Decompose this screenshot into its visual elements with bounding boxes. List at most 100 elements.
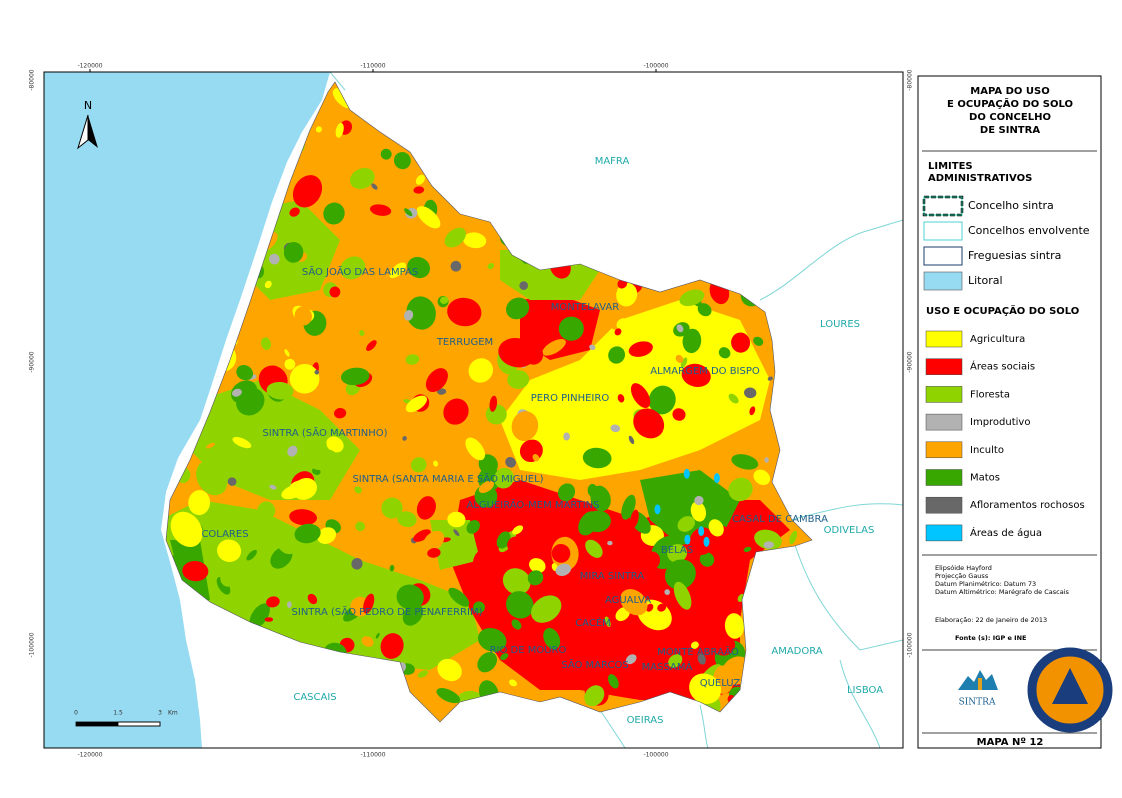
land-use-patch <box>289 509 317 526</box>
land-use-patch <box>314 369 320 375</box>
y-coordinate: -100000 <box>907 632 914 657</box>
legend-label: Floresta <box>970 389 1010 400</box>
land-use-patch <box>354 486 362 494</box>
land-use-patch <box>284 358 296 370</box>
land-use-patch <box>397 511 417 528</box>
land-use-patch <box>369 204 392 216</box>
land-use-patch <box>589 344 596 351</box>
land-use-patch <box>448 587 470 607</box>
land-use-patch <box>519 281 529 290</box>
land-use-patch <box>767 376 773 381</box>
land-use-patch <box>404 208 413 217</box>
land-use-patch <box>789 530 798 545</box>
land-use-patch <box>643 551 661 570</box>
land-use-patch <box>511 411 539 442</box>
land-use-patch <box>673 581 692 610</box>
land-use-patch <box>246 549 257 561</box>
land-use-patch <box>170 511 203 548</box>
land-use-patch <box>498 338 536 368</box>
land-use-patch <box>416 206 441 229</box>
land-use-patch <box>294 523 321 544</box>
land-use-patch <box>289 363 320 394</box>
land-use-patch <box>182 560 209 582</box>
land-use-patch <box>427 548 441 558</box>
municipality-label: LOURES <box>820 319 860 330</box>
land-use-patch <box>217 539 242 562</box>
legend-swatch <box>925 358 963 375</box>
land-use-patch <box>697 653 706 665</box>
legend-heading: ADMINISTRATIVOS <box>928 173 1032 184</box>
land-use-patch <box>625 654 637 665</box>
scale-label: 1.5 <box>113 710 123 717</box>
logo-text: SINTRA <box>959 698 996 708</box>
land-use-patch <box>453 529 460 537</box>
land-use-patch <box>531 595 562 623</box>
land-use-patch <box>628 341 653 357</box>
neighbour-boundaries <box>329 72 903 748</box>
land-use-patch <box>188 490 211 516</box>
y-coordinate: -90000 <box>29 351 36 372</box>
land-use-patch <box>351 558 363 570</box>
legend-source: Fonte (s): IGP e INE <box>955 634 1026 642</box>
legend-title: DO CONCELHO <box>969 112 1051 123</box>
land-use-patch <box>232 436 252 449</box>
parish-label: SINTRA (SÃO MARTINHO) <box>262 426 387 439</box>
legend-label: Agricultura <box>970 334 1025 345</box>
land-use-patch <box>506 591 534 619</box>
land-use-patch <box>473 601 485 614</box>
scale-unit: Km <box>168 710 178 717</box>
land-use-patch <box>466 520 480 534</box>
land-use-patch <box>468 358 494 383</box>
legend-label: Matos <box>970 473 1000 484</box>
land-use-patch <box>307 593 318 605</box>
land-use-patch <box>555 563 572 576</box>
land-use-patch <box>731 332 751 353</box>
land-use-patch <box>425 368 448 393</box>
land-use-patch <box>421 332 444 358</box>
land-use-patch <box>289 207 300 217</box>
legend-date: Elaboração: 22 de Janeiro de 2013 <box>935 616 1047 624</box>
land-use-patch <box>528 498 538 507</box>
x-coordinate: -120000 <box>77 63 102 70</box>
municipality-label: ODIVELAS <box>824 525 875 536</box>
land-use-patch <box>257 501 276 520</box>
land-use-patch <box>743 546 752 552</box>
land-use-patch <box>266 381 294 400</box>
land-use-patch <box>477 627 507 652</box>
land-use-patch <box>494 467 514 489</box>
land-use-patch <box>646 603 654 612</box>
land-use-patch <box>196 460 228 496</box>
land-use-patch <box>542 339 566 356</box>
land-use-patch <box>728 393 739 404</box>
land-use-patch <box>694 495 704 506</box>
land-use-patch <box>487 263 495 270</box>
parish-label: ALGUEIRÃO-MEM MARTINS <box>466 498 599 511</box>
sea <box>44 72 330 748</box>
land-use-patch <box>667 544 688 563</box>
land-use-patch <box>713 473 720 484</box>
land-use-patch <box>620 589 648 616</box>
land-use-patch <box>447 297 482 327</box>
land-use-patch <box>512 525 524 535</box>
land-use-patch <box>406 296 436 330</box>
land-use-patch <box>381 497 403 519</box>
parish-label: ALMARGEM DO BISPO <box>650 366 760 377</box>
land-use-patch <box>477 652 498 673</box>
land-use-patch <box>744 387 757 399</box>
land-use-patch <box>587 483 598 497</box>
land-use-patch <box>607 540 613 546</box>
land-use-patch <box>292 175 323 208</box>
land-use-patch <box>415 174 426 185</box>
land-use-patch <box>375 632 380 639</box>
coordinates: -120000 -120000 -110000 -110000 -100000 -1000… <box>29 63 914 759</box>
legend-label: Freguesias sintra <box>968 249 1061 262</box>
land-use-patch <box>543 627 561 650</box>
land-use-patch <box>489 395 498 412</box>
land-use-patch <box>654 504 661 515</box>
land-use-patch <box>502 568 531 595</box>
land-use-patch <box>220 570 237 587</box>
land-use-patch <box>349 167 375 190</box>
map-number: MAPA Nº 12 <box>977 737 1044 748</box>
land-use-patch <box>287 445 298 457</box>
legend-note: Datum Planimétrico: Datum 73 <box>935 580 1036 588</box>
